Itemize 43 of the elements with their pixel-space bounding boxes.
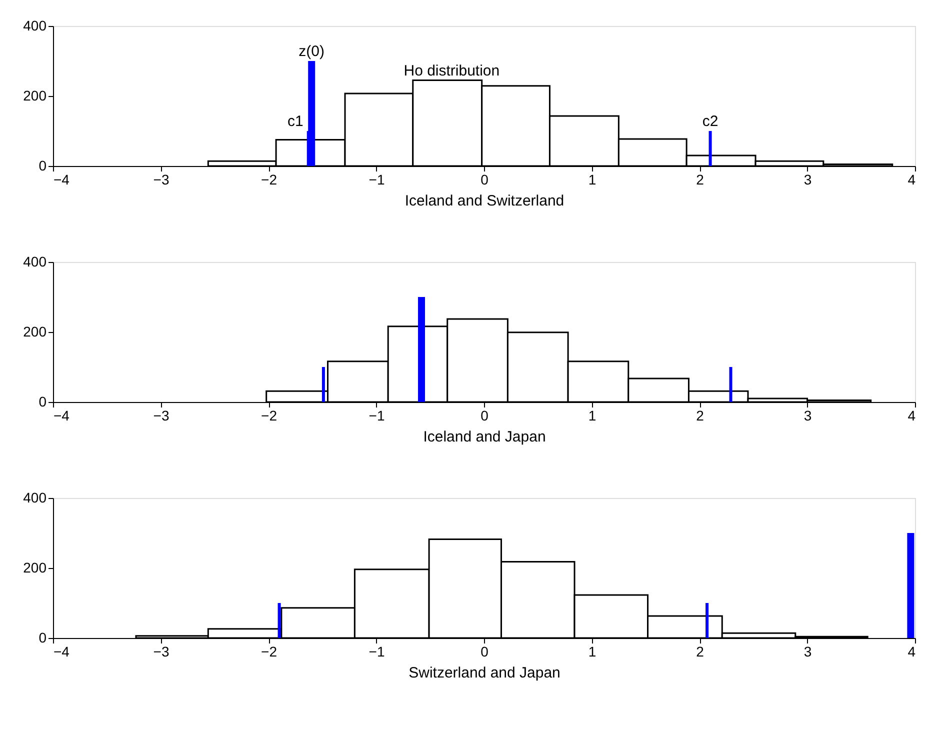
annotation: c1 [288,113,304,130]
x-tick-label: 4 [908,644,916,660]
x-tick-label: 0 [480,172,489,188]
x-tick-label: 0 [480,408,489,424]
x-tick-label: −1 [368,644,385,660]
annotation: c2 [702,113,718,130]
y-tick-label: 0 [38,394,47,410]
y-tick-label: 0 [38,630,47,646]
x-tick-label: −3 [153,408,170,424]
x-tick-label: −2 [261,172,278,188]
y-tick-label: 200 [23,324,47,340]
y-tick-label: 200 [23,88,47,104]
x-tick-label: 4 [908,408,916,424]
x-tick-label: 4 [908,172,916,188]
x-axis-title: Iceland and Japan [423,428,546,446]
y-tick-label: 400 [23,490,47,506]
x-tick-label: −4 [54,644,70,660]
y-tick-label: 200 [23,560,47,576]
y-tick-label: 0 [38,158,47,174]
x-tick-label: 3 [804,644,812,660]
x-tick-label: −2 [261,644,278,660]
y-tick-label: 400 [23,254,47,270]
x-tick-label: −2 [261,408,278,424]
x-axis-title: Iceland and Switzerland [404,192,564,210]
annotation: Ho distribution [404,62,500,80]
x-tick-label: 0 [480,644,489,660]
x-tick-label: −1 [368,172,385,188]
x-tick-label: −3 [153,172,170,188]
x-tick-label: −4 [54,408,70,424]
x-tick-label: 2 [696,644,704,660]
x-tick-label: 2 [696,408,704,424]
x-axis-title: Switzerland and Japan [408,664,560,682]
x-tick-label: 1 [588,408,596,424]
x-tick-label: 3 [804,408,812,424]
x-tick-label: 1 [588,644,596,660]
annotation: z(0) [298,43,325,60]
y-tick-label: 400 [23,18,47,34]
x-tick-label: 3 [804,172,812,188]
x-tick-label: −1 [368,408,385,424]
x-tick-label: 1 [588,172,596,188]
x-tick-label: −4 [54,172,70,188]
x-tick-label: −3 [153,644,170,660]
x-tick-label: 2 [696,172,704,188]
